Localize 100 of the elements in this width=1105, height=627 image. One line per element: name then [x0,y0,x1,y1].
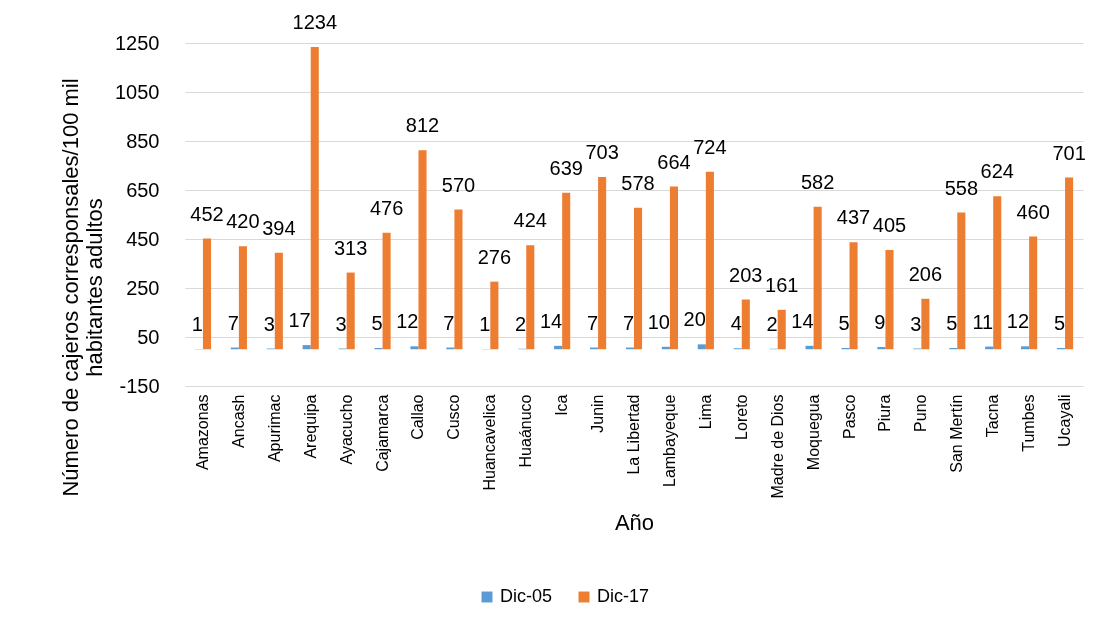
bar [849,242,858,350]
x-tick-label: Loreto [732,394,750,440]
bar [993,196,1002,350]
data-label: 476 [369,196,404,219]
bar [454,209,463,350]
data-label: 206 [908,262,943,285]
bar [526,245,535,350]
bar [382,232,391,350]
bar [302,345,311,350]
data-label: 639 [549,156,583,179]
bar [238,246,247,350]
data-label: 460 [1016,200,1050,223]
y-tick-label: 1050 [115,80,160,103]
x-tick-label: Ica [553,394,571,416]
legend-label: Dic-05 [500,586,553,606]
data-label: 701 [1052,141,1086,164]
x-tick-label: Apurimac [265,394,283,463]
x-tick-label: Huancavelica [481,394,499,491]
data-label: 1 [479,313,491,336]
x-tick-label: Cajamarca [373,394,391,472]
bar [813,206,822,350]
y-tick-label: 450 [126,227,160,250]
data-label: 724 [693,135,727,158]
x-tick-label: Ucayali [1056,394,1074,447]
bar [921,298,930,350]
data-label: 203 [729,263,763,286]
bar [957,212,966,350]
x-tick-label: Pasco [840,394,858,439]
x-tick-label: Junin [589,394,607,433]
data-label: 570 [441,173,476,196]
bar [705,171,714,350]
data-label: 424 [513,209,547,232]
bar [410,346,419,350]
y-tick-label: 50 [137,325,160,348]
data-label: 420 [226,210,260,233]
data-label: 624 [980,160,1014,183]
bar [1029,236,1038,350]
x-tick-label: Arequipa [301,394,319,459]
bar [490,281,499,350]
data-label: 14 [539,309,563,332]
x-tick-label: Puno [912,394,930,432]
bar [634,207,643,350]
bar [669,186,678,350]
x-tick-label: Piura [876,394,894,432]
x-axis-title: Año [614,509,655,535]
data-label: 276 [477,245,512,268]
data-label: 3 [335,312,347,335]
y-tick-label: 650 [126,178,160,201]
bar [310,46,319,350]
y-tick-label: 1250 [115,31,160,54]
data-label: 437 [836,206,871,229]
bar [777,309,786,350]
data-label: 394 [262,216,296,239]
x-tick-label: Lambayeque [660,394,678,488]
bar [598,177,607,350]
data-label: 2 [515,312,527,335]
y-tick-label: 850 [126,129,160,152]
x-tick-label: Tacna [984,394,1002,438]
y-tick-label: 250 [126,276,160,299]
x-tick-label: Cusco [445,394,463,440]
bar [885,250,894,350]
data-label: 558 [944,176,979,199]
data-label: 664 [657,150,691,173]
bar [274,252,283,350]
data-label: 5 [838,312,850,335]
x-tick-label: Amazonas [193,394,211,471]
data-label: 20 [683,308,706,331]
x-tick-label: Madre de Dios [768,394,786,499]
x-tick-label: Ayacucho [337,394,355,465]
y-axis-title: Número de cajeros corresponsales/100 mil habitantes adultos [58,78,108,497]
data-label: 452 [190,202,224,225]
data-label: 4 [730,312,742,335]
bar [202,238,212,350]
data-label: 161 [765,273,799,296]
bar [1065,177,1074,350]
data-label: 582 [800,170,835,193]
data-label: 812 [405,114,440,137]
data-label: 17 [288,309,311,332]
y-tick-label: -150 [119,374,160,397]
data-label: 7 [443,311,455,334]
bar [741,299,750,350]
x-tick-label: La Libertad [625,394,642,475]
data-label: 5 [946,312,958,335]
bar [562,192,571,350]
data-label: 11 [972,310,994,333]
x-tick-label: Huaánuco [517,394,535,468]
bar [346,272,355,350]
bar [697,344,706,350]
data-label: 405 [872,214,907,237]
data-label: 12 [1006,310,1030,333]
data-label: 313 [333,236,368,259]
data-label: 1234 [292,10,338,33]
x-tick-label: Callao [409,394,427,440]
data-label: 14 [791,309,814,332]
data-label: 7 [586,311,599,334]
x-tick-label: Moquegua [804,394,822,471]
data-label: 703 [585,141,619,164]
data-label: 3 [910,312,922,335]
data-label: 5 [371,312,383,335]
x-tick-label: Ancash [229,394,247,448]
